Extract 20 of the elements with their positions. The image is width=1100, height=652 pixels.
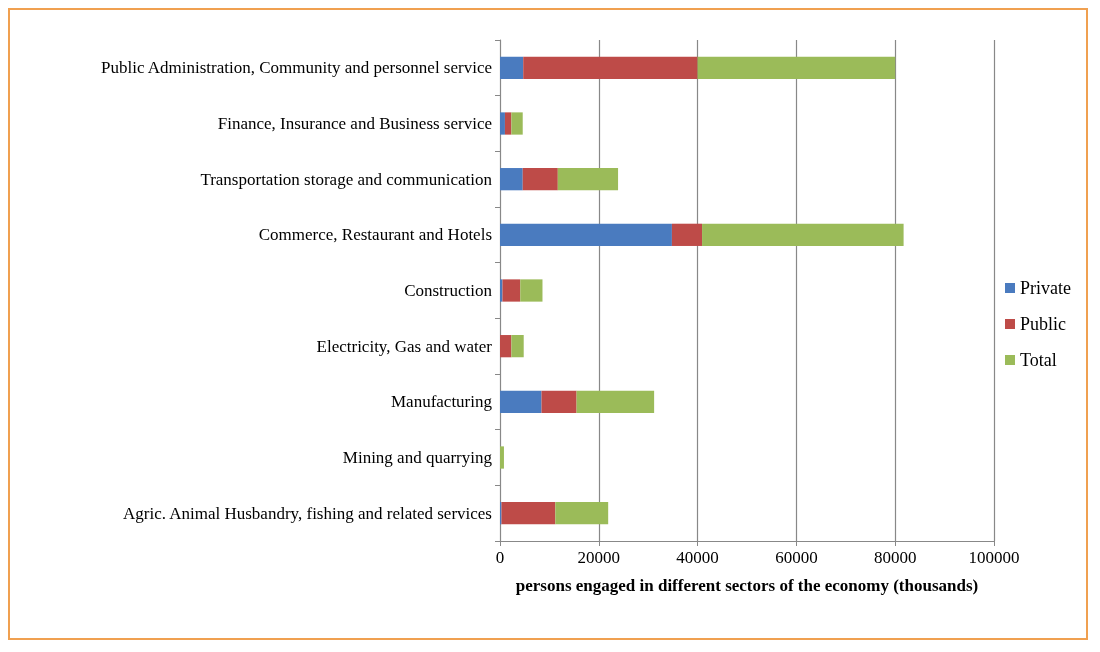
y-tick-label: Electricity, Gas and water — [316, 336, 493, 356]
x-tick-label: 60000 — [775, 548, 818, 567]
y-tick-label: Commerce, Restaurant and Hotels — [258, 225, 492, 245]
y-tick-label: Manufacturing — [390, 392, 493, 412]
x-tick-label: 80000 — [873, 548, 917, 567]
legend-label: Total — [1020, 350, 1057, 370]
y-tick-label: Mining and quarrying — [342, 448, 493, 467]
y-tick-label: Construction — [404, 281, 493, 300]
x-tick-label: 100000 — [968, 548, 1020, 567]
legend-label: Private — [1020, 278, 1072, 298]
x-tick-label: 0 — [495, 548, 505, 567]
y-tick-label: Agric. Animal Husbandry, fishing and related services — [122, 503, 492, 523]
x-axis-title: persons engaged in different sectors of the economy (thousands) — [515, 576, 979, 595]
y-tick-label: Public Administration, Community and personnel service — [101, 58, 492, 78]
legend-label: Public — [1020, 314, 1067, 334]
x-tick-label: 40000 — [676, 548, 719, 567]
frame: persons engaged in different sectors of the economy (thousands) Public Administration, Community and personnel service Finance, Insurance and Business service Transportation storage and communication Commerce, Restaurant and Hotels Construction Electricity, Gas and water Manufacturing Mining and quarrying Agric. Animal Husbandry, fishing and related services 0 20000 40000 60000 80000 100000 Private Public Total — [8, 8, 1088, 640]
y-tick-label: Finance, Insurance and Business service — [217, 114, 492, 133]
y-tick-label: Transportation storage and communication — [200, 169, 493, 189]
x-tick-label: 20000 — [577, 548, 621, 567]
